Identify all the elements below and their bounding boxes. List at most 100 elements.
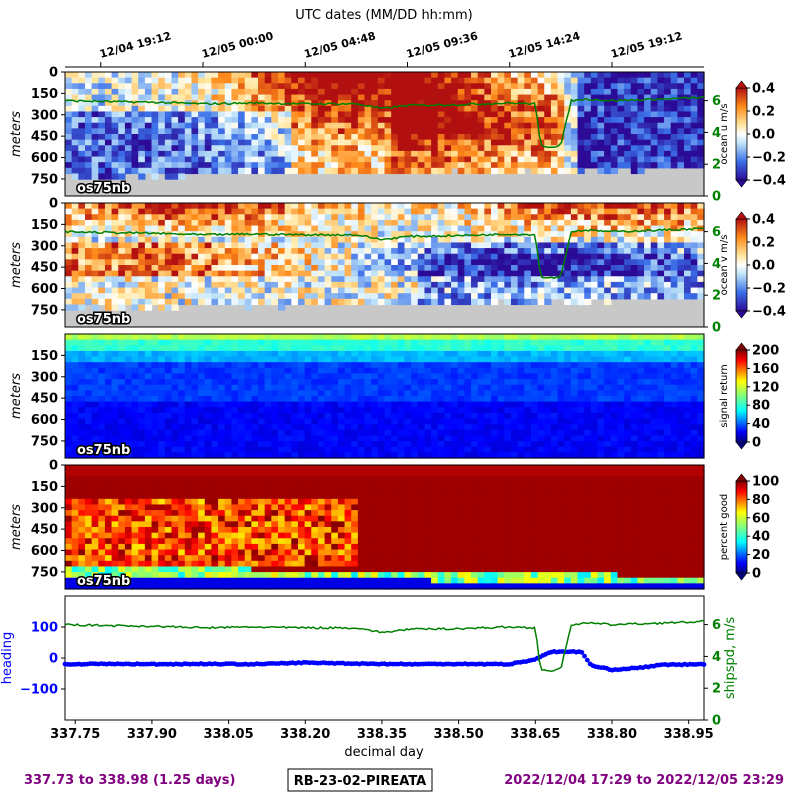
heatmap-cell-2-59-3 (458, 351, 465, 357)
heatmap-cell-2-10-15 (132, 419, 139, 425)
heatmap-cell-2-1-12 (72, 402, 79, 408)
heatmap-cell-0-5-6 (98, 106, 105, 112)
heatmap-cell-1-38-6 (318, 237, 325, 243)
heatmap-cell-2-21-6 (205, 368, 212, 374)
heatmap-cell-1-3-7 (85, 242, 92, 248)
heatmap-cell-0-34-16 (291, 162, 298, 168)
heatmap-cell-1-59-3 (458, 220, 465, 226)
heatmap-cell-0-69-11 (524, 134, 531, 140)
heatmap-cell-1-16-14 (172, 282, 179, 288)
heatmap-cell-2-43-19 (351, 441, 358, 447)
heatmap-cell-2-35-19 (298, 441, 305, 447)
heatmap-cell-2-65-8 (498, 379, 505, 385)
heatmap-cell-1-63-17 (484, 299, 491, 305)
heatmap-cell-1-83-3 (617, 220, 624, 226)
heatmap-cell-0-8-7 (118, 111, 125, 117)
heatmap-cell-0-40-0 (331, 72, 338, 78)
heatmap-cell-2-62-9 (478, 385, 485, 391)
heatmap-cell-2-35-7 (298, 373, 305, 379)
heatmap-cell-1-40-2 (331, 214, 338, 220)
heatmap-cell-1-55-8 (431, 248, 438, 254)
heatmap-cell-2-55-6 (431, 368, 438, 374)
heatmap-cell-1-61-16 (471, 293, 478, 299)
heatmap-cell-1-58-16 (451, 293, 458, 299)
heatmap-cell-2-13-16 (152, 424, 159, 430)
heatmap-cell-2-35-9 (298, 385, 305, 391)
heatmap-cell-1-42-1 (345, 209, 352, 215)
heatmap-cell-2-35-4 (298, 357, 305, 363)
heatmap-cell-1-77-9 (578, 254, 585, 260)
heatmap-cell-2-31-2 (271, 345, 278, 351)
heatmap-cell-2-34-19 (291, 441, 298, 447)
panel-label-0: os75nb (77, 181, 130, 196)
heatmap-cell-0-32-9 (278, 123, 285, 129)
heatmap-cell-1-69-13 (524, 276, 531, 282)
heatmap-cell-0-1-6 (72, 106, 79, 112)
heatmap-cell-2-12-10 (145, 390, 152, 396)
heatmap-cell-1-25-17 (231, 299, 238, 305)
heatmap-cell-2-37-4 (311, 357, 318, 363)
heatmap-cell-1-15-14 (165, 282, 172, 288)
heatmap-cell-1-68-14 (518, 282, 525, 288)
heatmap-cell-0-40-3 (331, 89, 338, 95)
heatmap-cell-1-26-3 (238, 220, 245, 226)
heatmap-cell-1-45-3 (365, 220, 372, 226)
heatmap-cell-2-9-6 (125, 368, 132, 374)
heatmap-cell-0-92-6 (677, 106, 684, 112)
heatmap-cell-1-45-2 (365, 214, 372, 220)
heatmap-cell-1-85-15 (631, 288, 638, 294)
heatmap-cell-0-87-6 (644, 106, 651, 112)
heatmap-cell-2-49-8 (391, 379, 398, 385)
heatmap-cell-0-63-1 (484, 78, 491, 84)
heatmap-cell-2-47-3 (378, 351, 385, 357)
heatmap-cell-2-58-11 (451, 396, 458, 402)
heatmap-cell-0-15-3 (165, 89, 172, 95)
heatmap-cell-0-38-14 (318, 151, 325, 157)
heatmap-cell-1-33-17 (285, 299, 292, 305)
heatmap-cell-1-15-18 (165, 304, 172, 310)
heatmap-cell-2-44-3 (358, 351, 365, 357)
heatmap-cell-0-63-10 (484, 128, 491, 134)
heatmap-cell-2-54-6 (424, 368, 431, 374)
heatmap-cell-1-84-10 (624, 259, 631, 265)
heatmap-cell-1-14-15 (158, 288, 165, 294)
heatmap-cell-0-23-1 (218, 78, 225, 84)
heatmap-cell-1-53-9 (418, 254, 425, 260)
heatmap-cell-0-93-14 (684, 151, 691, 157)
heatmap-cell-1-91-5 (671, 231, 678, 237)
heatmap-cell-0-78-2 (584, 83, 591, 89)
heatmap-cell-2-44-20 (358, 447, 365, 453)
heatmap-cell-1-86-0 (637, 203, 644, 209)
heatmap-cell-0-1-12 (72, 140, 79, 146)
heatmap-cell-1-64-17 (491, 299, 498, 305)
heatmap-cell-0-27-11 (245, 134, 252, 140)
heatmap-cell-0-20-15 (198, 157, 205, 163)
heatmap-cell-2-51-4 (404, 357, 411, 363)
heatmap-cell-0-6-4 (105, 95, 112, 101)
heatmap-cell-0-85-15 (631, 157, 638, 163)
heatmap-cell-1-84-12 (624, 271, 631, 277)
heatmap-cell-0-9-16 (125, 162, 132, 168)
heatmap-cell-2-59-16 (458, 424, 465, 430)
heatmap-cell-2-6-15 (105, 419, 112, 425)
heatmap-cell-0-7-15 (112, 157, 119, 163)
heatmap-cell-1-76-13 (571, 276, 578, 282)
heatmap-cell-0-90-6 (664, 106, 671, 112)
heatmap-cell-0-6-9 (105, 123, 112, 129)
heatmap-cell-0-38-10 (318, 128, 325, 134)
heatmap-cell-2-18-14 (185, 413, 192, 419)
heatmap-cell-1-80-0 (598, 203, 605, 209)
heatmap-cell-0-51-14 (404, 151, 411, 157)
heatmap-cell-0-39-0 (325, 72, 332, 78)
heatmap-cell-0-44-13 (358, 145, 365, 151)
heatmap-cell-1-43-0 (351, 203, 358, 209)
heatmap-cell-2-62-14 (478, 413, 485, 419)
heatmap-cell-1-84-6 (624, 237, 631, 243)
heatmap-cell-0-26-10 (238, 128, 245, 134)
heatmap-cell-0-44-1 (358, 78, 365, 84)
heatmap-cell-0-56-12 (438, 140, 445, 146)
heatmap-cell-0-33-9 (285, 123, 292, 129)
heatmap-cell-2-57-2 (444, 345, 451, 351)
heatmap-cell-1-87-11 (644, 265, 651, 271)
heatmap-cell-2-10-7 (132, 373, 139, 379)
